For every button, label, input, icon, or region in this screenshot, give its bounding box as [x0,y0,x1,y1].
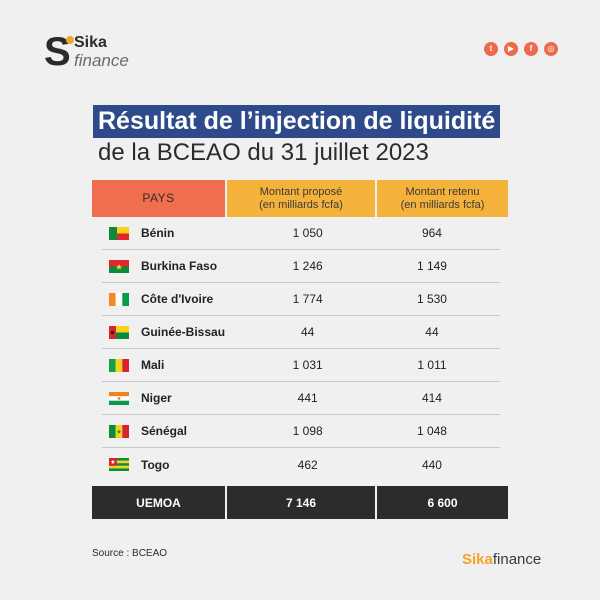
total-label: UEMOA [92,486,225,519]
header-pays: PAYS [92,180,225,217]
header-montant-propose-text: Montant proposé (en milliards fcfa) [259,185,343,211]
montant-propose: 44 [301,325,315,339]
montant-propose: 462 [297,457,318,472]
logo-line1: Sika [74,34,107,51]
youtube-icon[interactable]: ▶ [504,42,518,56]
header-montant-retenu-text: Montant retenu (en milliards fcfa) [400,185,485,211]
togo-flag-icon [109,458,129,471]
montant-retenu: 1 530 [416,292,447,306]
source-note: Source : BCEAO [92,548,168,559]
social-links: t ▶ f ◎ [484,42,558,56]
montant-retenu: 414 [421,391,442,405]
montant-retenu: 440 [421,457,442,472]
montant-propose: 1 050 [292,226,323,240]
logo-dot-icon [66,36,74,44]
guinea-bissau-flag-icon [109,325,129,339]
instagram-icon[interactable]: ◎ [544,42,558,56]
table-row: Togo 462 440 [102,448,500,481]
logo-line2: finance [74,51,129,70]
montant-propose: 1 774 [292,292,323,306]
country-name: Guinée-Bissau [141,325,226,339]
benin-flag-icon [109,226,129,240]
montant-retenu: 1 149 [416,259,447,273]
montant-propose: 1 098 [292,424,323,438]
table-row: Niger 441 414 [102,382,500,415]
montant-retenu: 964 [421,226,442,240]
country-name: Togo [141,457,170,472]
table-row: Burkina Faso 1 246 1 149 [102,250,500,283]
montant-propose: 1 031 [292,358,323,372]
total-montant-propose: 7 146 [227,486,375,519]
footer-brand-part1: Sika [462,551,493,568]
header-montant-propose: Montant proposé (en milliards fcfa) [227,180,375,217]
table-row: Mali 1 031 1 011 [102,349,500,382]
twitter-icon[interactable]: t [484,42,498,56]
facebook-icon[interactable]: f [524,42,538,56]
header-montant-retenu: Montant retenu (en milliards fcfa) [377,180,508,217]
country-name: Burkina Faso [141,259,218,273]
table-row: Bénin 1 050 964 [102,217,500,250]
total-montant-retenu: 6 600 [377,486,508,519]
page-subtitle: de la BCEAO du 31 juillet 2023 [98,139,429,166]
footer-brand-part2: finance [492,551,542,568]
table-row: Sénégal 1 098 1 048 [102,415,500,448]
montant-propose: 441 [297,391,318,405]
country-name: Côte d'Ivoire [141,292,214,306]
sikafinance-logo: S Sika finance [44,32,154,72]
senegal-flag-icon [109,424,129,438]
liquidity-table: PAYS Montant proposé (en milliards fcfa)… [92,180,508,519]
table-row: Côte d'Ivoire 1 774 1 530 [102,283,500,316]
mali-flag-icon [109,358,129,372]
montant-retenu: 1 048 [416,424,447,438]
country-name: Mali [141,358,165,372]
montant-propose: 1 246 [292,259,323,273]
country-name: Sénégal [141,424,188,438]
country-name: Bénin [141,226,175,240]
table-header: PAYS Montant proposé (en milliards fcfa)… [92,180,508,217]
table-body: Bénin 1 050 964 Burkina Faso 1 246 1 149… [102,217,500,481]
burkina-faso-flag-icon [109,259,129,273]
footer-brand: Sikafinance [462,551,541,568]
table-row: Guinée-Bissau 44 44 [102,316,500,349]
page-title: Résultat de l’injection de liquidité [93,105,501,138]
cote-divoire-flag-icon [109,292,129,306]
montant-retenu: 44 [425,325,439,339]
niger-flag-icon [109,391,129,405]
montant-retenu: 1 011 [417,358,447,372]
total-row: UEMOA 7 146 6 600 [92,486,508,519]
country-name: Niger [141,391,172,405]
